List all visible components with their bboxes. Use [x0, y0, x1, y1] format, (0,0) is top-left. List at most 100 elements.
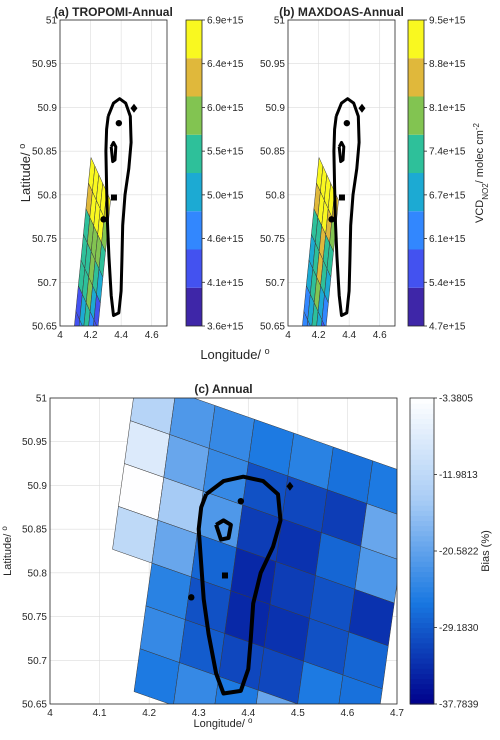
site-marker-circle — [115, 119, 123, 127]
colorbar-segment — [410, 520, 434, 527]
colorbar-tick-label: 7.4e+15 — [429, 147, 466, 158]
site-marker-diamond — [130, 103, 138, 113]
colorbar-segment — [410, 505, 434, 511]
region-inner-loop — [214, 518, 233, 542]
site-marker-square — [338, 194, 345, 201]
x-tick-label: 4.1 — [93, 708, 107, 719]
y-tick-label: 50.9 — [266, 103, 286, 114]
colorbar-segment — [410, 612, 434, 618]
y-tick-label: 50.7 — [28, 656, 48, 667]
colorbar-tick-label: 6.7e+15 — [429, 190, 466, 201]
colorbar-tick-label: -20.5822 — [439, 547, 479, 558]
colorbar-segment — [408, 96, 424, 135]
y-tick-label: 50.8 — [38, 190, 58, 201]
y-tick-label: 50.95 — [260, 59, 285, 70]
heatmap-cell — [89, 346, 96, 380]
colorbar-segment — [410, 632, 434, 639]
colorbar-segment — [410, 418, 434, 425]
region-inner-loop — [109, 140, 118, 164]
panel-c-ticks: 4 4.1 4.2 4.3 4.4 4.5 4.6 4.7 50.65 50.7 50.75 50.8… — [22, 394, 404, 720]
colorbar-frame — [185, 19, 203, 327]
colorbar-segment — [410, 545, 434, 552]
colorbar-segment — [186, 173, 202, 212]
site-marker-diamond — [358, 103, 366, 113]
panel-c-frame — [49, 397, 398, 705]
colorbar-segment — [410, 658, 434, 664]
colorbar-tick-label: -3.3805 — [439, 394, 473, 405]
colorbar-segment — [410, 571, 434, 578]
y-tick-label: 50.85 — [22, 525, 47, 536]
heatmap-cell — [317, 346, 324, 380]
panel-c-cells — [112, 398, 397, 740]
x-tick-label: 4.2 — [312, 330, 326, 341]
panel-c-title: (c) Annual — [194, 382, 252, 396]
colorbar-segment — [410, 566, 434, 572]
colorbar-segment — [410, 551, 434, 557]
x-tick-label: 4.4 — [342, 330, 356, 341]
x-tick-label: 4 — [285, 330, 291, 341]
region-outline — [104, 97, 133, 317]
bottom-y-axis-label: Latitude/ o — [0, 526, 14, 576]
colorbar-tick-label: 6.0e+15 — [207, 103, 244, 114]
y-tick-label: 51 — [46, 16, 58, 27]
region-outline — [332, 97, 361, 317]
x-tick-label: 4.6 — [373, 330, 387, 341]
colorbar-segment — [408, 211, 424, 250]
colorbar-segment — [410, 413, 434, 419]
colorbar-segment — [410, 469, 434, 476]
colorbar-tick-label: 4.6e+15 — [207, 234, 244, 245]
colorbar-segment — [410, 668, 434, 674]
colorbar-tick-label: 6.4e+15 — [207, 59, 244, 70]
colorbar-segment — [410, 398, 434, 404]
colorbar-segment — [410, 653, 434, 659]
colorbar-segment — [410, 459, 434, 465]
x-tick-label: 4.6 — [145, 330, 159, 341]
colorbar-segment — [410, 489, 434, 496]
colorbar-segment — [410, 443, 434, 450]
colorbar-tick-label: 6.1e+15 — [429, 234, 466, 245]
panel-b-region-outline — [328, 97, 366, 317]
panel-c-region-outline — [188, 474, 294, 696]
colorbar-segment — [408, 173, 424, 212]
heatmap-cell — [83, 363, 89, 397]
colorbar-segment — [410, 408, 434, 414]
colorbar-segment — [186, 249, 202, 288]
x-tick-label: 4.3 — [192, 708, 206, 719]
bottom-x-axis-label: Longitude/ o — [194, 716, 253, 731]
colorbar-tick-label: 6.9e+15 — [207, 16, 244, 27]
colorbar-segment — [410, 474, 434, 481]
colorbar-segment — [410, 515, 434, 521]
y-tick-label: 50.65 — [260, 322, 285, 333]
colorbar-tick-label: 5.5e+15 — [207, 147, 244, 158]
colorbar-tick-label: 8.1e+15 — [429, 103, 466, 114]
colorbar-segment — [410, 484, 434, 491]
panel-a-cells — [74, 156, 111, 397]
colorbar-segment — [408, 58, 424, 97]
colorbar-segment — [186, 134, 202, 173]
colorbar-segment — [410, 622, 434, 629]
site-marker-circle — [328, 216, 335, 223]
heatmap-cell — [331, 718, 376, 740]
colorbar-segment — [410, 617, 434, 623]
colorbar-segment — [410, 556, 434, 562]
colorbar-segment — [410, 581, 434, 588]
colorbar-segment — [186, 211, 202, 250]
top-colorbar-label: VCDNO2/ molec cm-2 — [472, 122, 490, 223]
x-tick-label: 4 — [47, 708, 53, 719]
colorbar-segment — [410, 602, 434, 608]
colorbar-tick-label: 3.6e+15 — [207, 322, 244, 333]
panel-a-region-outline — [100, 97, 138, 317]
colorbar-tick-label: -37.7839 — [439, 700, 479, 711]
colorbar-segment — [410, 525, 434, 532]
panel-a-tropomi: 4 4.2 4.4 4.6 50.65 50.7 50.75 50.8 50.85 50.9 50.… — [32, 5, 244, 397]
colorbar-segment — [410, 433, 434, 440]
site-marker-square — [110, 194, 117, 201]
panel-b-maxdoas: 4 4.2 4.4 4.6 50.65 50.7 50.75 50.8 50.85 50.9 50.… — [260, 5, 466, 380]
colorbar-tick-label: -11.9813 — [439, 470, 478, 481]
colorbar-segment — [410, 642, 434, 649]
colorbar-segment — [410, 449, 434, 455]
colorbar-segment — [410, 586, 434, 593]
y-tick-label: 50.95 — [32, 59, 57, 70]
top-y-axis-label: Latitude/ o — [17, 144, 33, 203]
